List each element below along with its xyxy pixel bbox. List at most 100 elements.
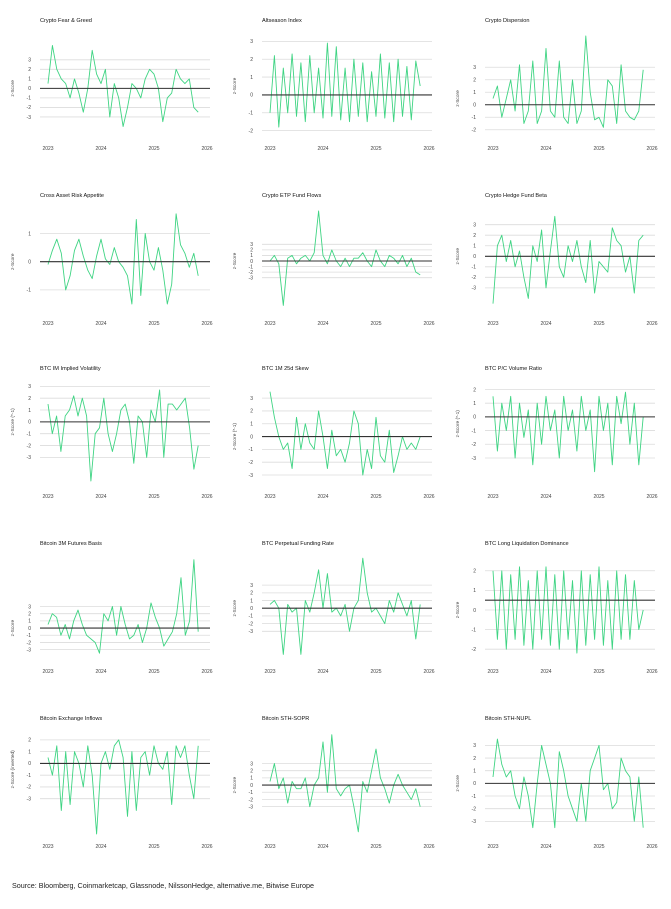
- chart-title: Bitcoin STH-SOPR: [262, 716, 309, 722]
- y-tick-label: 2: [28, 396, 31, 402]
- y-axis-label: z-Score: [455, 601, 461, 618]
- y-tick-label: 1: [28, 408, 31, 414]
- x-tick-label: 2023: [264, 321, 275, 327]
- x-tick-label: 2026: [423, 321, 434, 327]
- y-tick-label: 1: [28, 77, 31, 83]
- y-axis-label: z-Score: [10, 253, 16, 270]
- chart-panel: Bitcoin 3M Futures Basis -3 -2 -1 0 1 2 3 z-Scor…: [0, 539, 220, 679]
- y-tick-label: 0: [473, 781, 476, 787]
- y-tick-label: 1: [28, 749, 31, 755]
- x-tick-label: 2024: [540, 321, 551, 327]
- y-tick-label: 1: [250, 598, 253, 604]
- y-tick-label: 1: [250, 776, 253, 782]
- chart-panel: Crypto Dispersion -2 -1 0 1 2 3 z-Score 2023 2024…: [445, 16, 665, 156]
- series-line: [269, 42, 421, 128]
- y-tick-label: 1: [473, 588, 476, 594]
- y-tick-label: -1: [27, 773, 32, 779]
- series-line: [269, 210, 421, 306]
- chart-panel: Crypto Hedge Fund Beta -3 -2 -1 0 1 2 3 z-Score 2…: [445, 191, 665, 331]
- line-chart: Crypto Fear & Greed -3 -2 -1 0 1 2 3 z-Score 2023…: [10, 18, 213, 152]
- series-line: [492, 391, 644, 473]
- y-tick-label: 3: [473, 222, 476, 228]
- y-tick-label: 3: [250, 39, 253, 45]
- y-tick-label: -2: [472, 806, 477, 812]
- x-tick-label: 2024: [317, 321, 328, 327]
- x-tick-label: 2024: [540, 146, 551, 152]
- y-tick-label: -3: [472, 819, 477, 825]
- series-line: [269, 557, 421, 655]
- x-tick-label: 2025: [593, 494, 604, 500]
- y-axis-label: z-Score (inverted): [10, 750, 16, 789]
- x-tick-label: 2024: [95, 146, 106, 152]
- x-tick-label: 2023: [42, 321, 53, 327]
- y-axis-label: z-Score: [232, 600, 238, 617]
- y-tick-label: 0: [473, 254, 476, 260]
- x-tick-label: 2026: [646, 494, 657, 500]
- y-tick-label: 3: [250, 396, 253, 402]
- line-chart: Bitcoin STH-NUPL -3 -2 -1 0 1 2 3 z-Score 2023 202…: [455, 716, 658, 850]
- y-tick-label: 2: [28, 67, 31, 73]
- y-axis-label: z-Score: [455, 248, 461, 265]
- y-tick-label: 2: [250, 768, 253, 774]
- y-axis-label: z-Score: [10, 80, 16, 97]
- y-tick-label: 0: [250, 606, 253, 612]
- y-tick-label: 2: [250, 591, 253, 597]
- chart-title: Altseason Index: [262, 18, 302, 24]
- x-tick-label: 2023: [42, 146, 53, 152]
- x-tick-label: 2026: [423, 669, 434, 675]
- x-tick-label: 2024: [95, 494, 106, 500]
- line-chart: BTC 1M 25d Skew -3 -2 -1 0 1 2 3 z-Score (*-1) 20…: [232, 366, 435, 500]
- line-chart: BTC Perpetual Funding Rate -3 -2-1 0 12 3 z-Sc…: [232, 541, 435, 675]
- y-tick-label: 3: [250, 583, 253, 589]
- x-tick-label: 2025: [370, 494, 381, 500]
- x-tick-label: 2024: [540, 494, 551, 500]
- y-tick-label: -3: [27, 115, 32, 121]
- chart-panel: Bitcoin Exchange Inflows -3 -2 -1 0 1 2 z-Score…: [0, 714, 220, 854]
- y-tick-label: 2: [473, 756, 476, 762]
- x-tick-label: 2025: [148, 844, 159, 850]
- x-tick-label: 2026: [646, 669, 657, 675]
- chart-title: BTC P/C Volume Ratio: [485, 366, 542, 372]
- series-line: [492, 566, 644, 654]
- y-tick-label: 0: [28, 626, 31, 632]
- y-tick-label: 1: [250, 253, 253, 259]
- x-tick-label: 2025: [370, 146, 381, 152]
- y-tick-label: -3: [249, 473, 254, 479]
- line-chart: Crypto Dispersion -2 -1 0 1 2 3 z-Score 2023 2024…: [455, 18, 658, 152]
- chart-title: Crypto Hedge Fund Beta: [485, 193, 548, 199]
- y-axis-label: z-Score: [10, 619, 16, 636]
- y-tick-label: 2: [473, 233, 476, 239]
- y-tick-label: 2: [250, 248, 253, 254]
- chart-panel: BTC IM Implied Volatility -3 -2 -1 0 1 2 3 z-Sco…: [0, 364, 220, 504]
- line-chart: Altseason Index -2 -1 0 1 2 3 z-Score 2023 2024 20…: [232, 18, 435, 152]
- x-tick-label: 2024: [540, 844, 551, 850]
- series-line: [47, 389, 199, 482]
- y-tick-label: -1: [27, 432, 32, 438]
- y-tick-label: 3: [473, 65, 476, 71]
- y-axis-label: z-Score: [455, 90, 461, 107]
- x-tick-label: 2024: [317, 494, 328, 500]
- y-tick-label: 0: [28, 420, 31, 426]
- y-axis-label: z-Score (*-1): [455, 410, 461, 438]
- y-tick-label: -2: [27, 105, 32, 111]
- y-tick-label: 2: [473, 387, 476, 393]
- y-tick-label: -1: [472, 115, 477, 121]
- x-tick-label: 2024: [317, 844, 328, 850]
- y-tick-label: 2: [28, 738, 31, 744]
- x-tick-label: 2023: [487, 494, 498, 500]
- chart-title: Crypto Fear & Greed: [40, 18, 92, 24]
- x-tick-label: 2026: [201, 146, 212, 152]
- x-tick-label: 2025: [370, 321, 381, 327]
- x-tick-label: 2026: [423, 146, 434, 152]
- chart-panel: BTC 1M 25d Skew -3 -2 -1 0 1 2 3 z-Score (*-1) 20…: [222, 364, 442, 504]
- y-tick-label: 1: [28, 231, 31, 237]
- y-tick-label: 0: [28, 761, 31, 767]
- series-line: [492, 35, 644, 128]
- y-tick-label: -3: [27, 455, 32, 461]
- x-tick-label: 2023: [264, 844, 275, 850]
- y-tick-label: 0: [250, 93, 253, 99]
- chart-title: Bitcoin 3M Futures Basis: [40, 541, 102, 547]
- x-tick-label: 2025: [148, 321, 159, 327]
- chart-title: Crypto Dispersion: [485, 18, 529, 24]
